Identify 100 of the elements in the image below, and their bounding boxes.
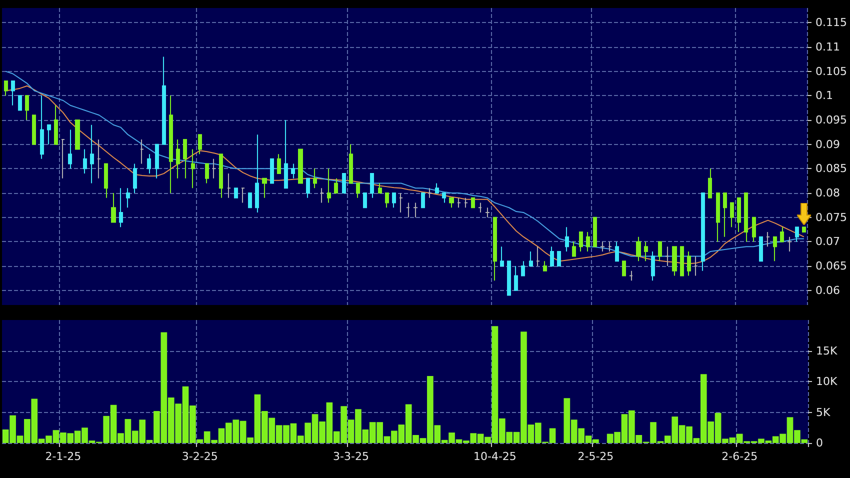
- candlestick: [342, 173, 346, 194]
- candlestick: [176, 138, 180, 179]
- candlestick: [119, 188, 123, 228]
- candlestick: [385, 192, 389, 208]
- candlestick: [485, 207, 490, 218]
- candlestick: [802, 226, 806, 232]
- candlestick: [687, 250, 691, 276]
- candlestick: [4, 80, 8, 96]
- candlestick: [557, 250, 561, 267]
- candlestick: [428, 188, 432, 198]
- candlestick: [248, 192, 252, 208]
- candlestick: [227, 173, 231, 198]
- candlestick: [622, 260, 626, 276]
- candlestick: [399, 192, 403, 213]
- candlestick: [694, 256, 698, 276]
- candlestick: [586, 231, 590, 252]
- candlestick: [442, 192, 446, 204]
- candlestick: [162, 56, 166, 145]
- candlestick: [32, 114, 36, 145]
- candlestick: [320, 188, 324, 204]
- candlestick: [593, 216, 597, 248]
- candlestick: [234, 188, 238, 198]
- x-tick-label: 3-2-25: [182, 450, 218, 463]
- candlestick: [787, 236, 792, 252]
- candlestick: [744, 192, 748, 242]
- y-tick-label: 0.075: [816, 210, 848, 224]
- y-tick-label: 0.06: [816, 284, 840, 297]
- candlestick: [270, 158, 274, 184]
- candlestick: [413, 202, 418, 218]
- candlestick: [47, 124, 51, 145]
- y-tick-label: 0.095: [816, 113, 848, 126]
- candlestick: [349, 144, 353, 184]
- y-tick-label: 0.065: [816, 260, 848, 273]
- candlestick: [600, 241, 605, 252]
- candlestick: [241, 188, 245, 204]
- candlestick: [536, 246, 540, 267]
- candlestick: [529, 250, 533, 267]
- candlestick: [493, 216, 497, 282]
- candlestick: [11, 80, 15, 106]
- candlestick: [40, 95, 44, 160]
- candlestick: [370, 173, 374, 198]
- candlestick: [306, 178, 310, 198]
- x-tick-label: 10-4-25: [473, 450, 516, 463]
- y-tick-label: 0.1: [816, 89, 834, 102]
- x-tick-label: 2-6-25: [722, 450, 758, 463]
- candlestick: [672, 246, 677, 276]
- candlestick: [68, 129, 72, 170]
- candlestick: [701, 192, 705, 272]
- candlestick: [644, 241, 648, 262]
- candlestick: [550, 246, 554, 267]
- candlestick: [658, 241, 662, 262]
- candlestick: [471, 197, 475, 208]
- candlestick: [291, 163, 295, 179]
- candlestick: [521, 260, 525, 276]
- candlestick: [18, 95, 22, 111]
- candlestick: [449, 197, 454, 208]
- candlestick: [795, 226, 799, 242]
- candlestick: [572, 241, 576, 257]
- x-tick-label: 2-1-25: [45, 450, 82, 463]
- y-tick-label: 15K: [816, 344, 838, 358]
- y-tick-label: 0: [816, 436, 823, 450]
- candlestick: [615, 241, 619, 262]
- candlestick: [334, 178, 338, 194]
- candlestick: [464, 197, 468, 208]
- candlestick: [212, 158, 216, 179]
- y-tick-label: 0.115: [816, 16, 848, 30]
- candlestick: [147, 154, 151, 174]
- candlestick: [636, 236, 641, 262]
- candlestick: [205, 163, 209, 184]
- y-tick-label: 0.09: [816, 138, 840, 151]
- candlestick: [759, 236, 763, 262]
- candlestick: [665, 246, 669, 267]
- candlestick: [277, 154, 281, 174]
- candlestick: [378, 182, 382, 194]
- candlestick: [651, 250, 655, 282]
- candlestick: [708, 168, 712, 198]
- y-tick-label: 0.105: [816, 64, 848, 78]
- candlestick: [579, 231, 583, 252]
- candlestick: [716, 192, 720, 242]
- candlestick: [262, 178, 267, 198]
- candlestick: [752, 216, 756, 242]
- y-tick-label: 0.085: [816, 162, 848, 176]
- candlestick: [198, 134, 202, 155]
- candlestick: [766, 231, 770, 248]
- x-tick-label: 3-3-25: [333, 450, 369, 463]
- candlestick: [543, 260, 547, 272]
- candlestick: [507, 260, 511, 296]
- candlestick: [111, 192, 116, 223]
- candlestick: [219, 154, 223, 198]
- candlestick: [565, 226, 569, 252]
- candlestick: [478, 202, 482, 213]
- candlestick: [327, 168, 331, 204]
- candlestick: [54, 104, 58, 145]
- candlestick: [356, 182, 360, 198]
- candlestick: [780, 226, 784, 242]
- candlestick: [723, 192, 727, 238]
- y-tick-label: 0.11: [816, 40, 840, 54]
- candlestick: [514, 266, 518, 291]
- candlestick: [680, 246, 684, 276]
- candlestick: [284, 119, 288, 189]
